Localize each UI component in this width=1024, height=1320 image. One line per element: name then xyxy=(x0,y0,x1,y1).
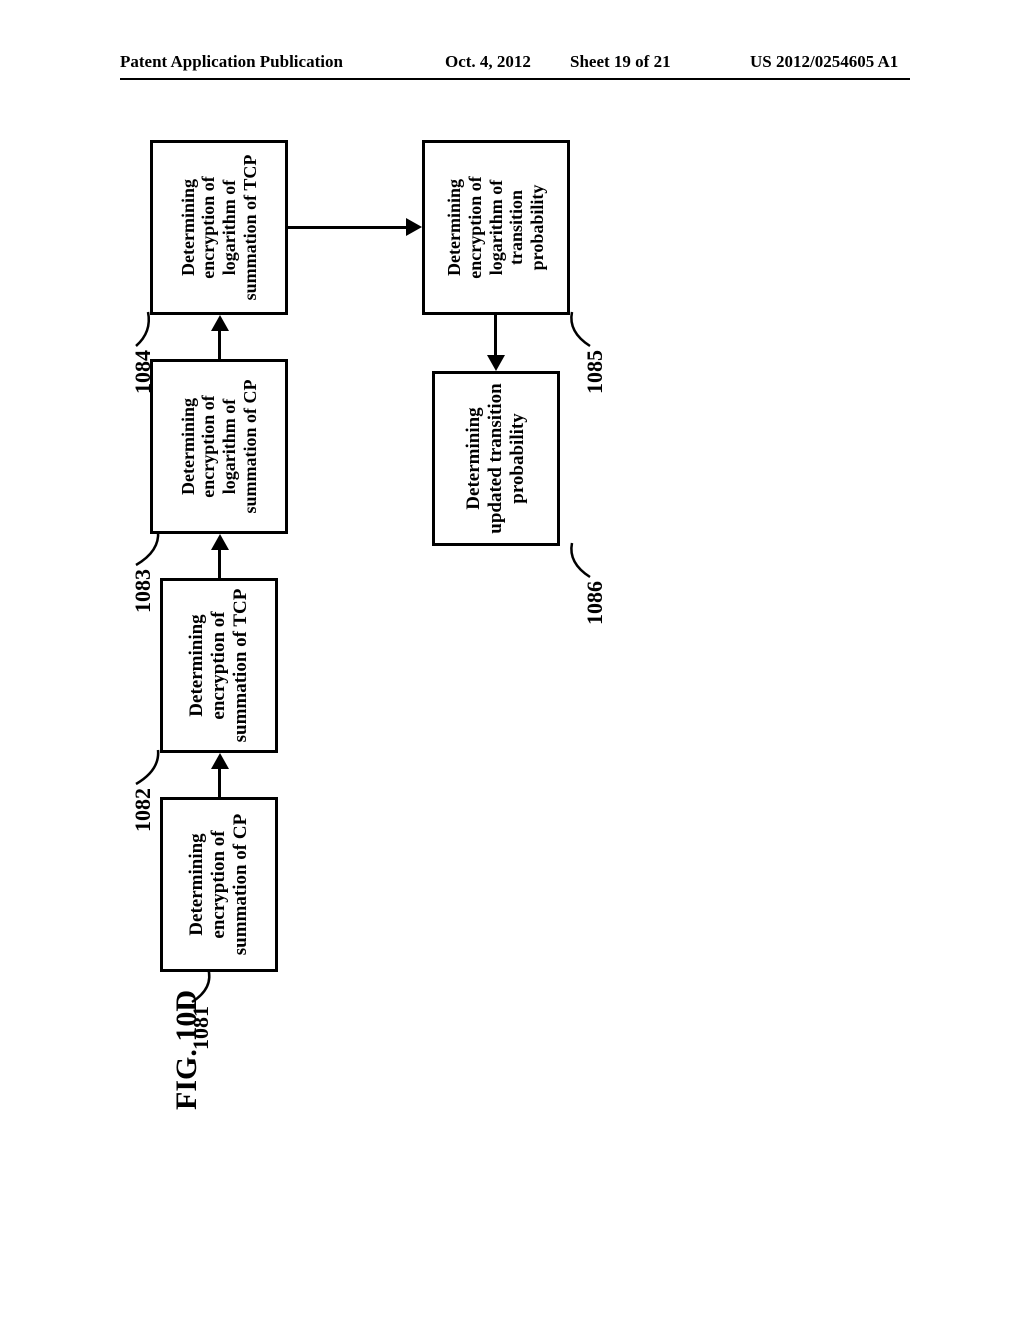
node-1082: Determining encryption of summation of T… xyxy=(160,578,278,753)
header-date: Oct. 4, 2012 xyxy=(445,52,531,72)
node-1081: Determining encryption of summation of C… xyxy=(160,797,278,972)
header-pubno: US 2012/0254605 A1 xyxy=(750,52,898,72)
node-1084: Determining encryption of logarithm of s… xyxy=(150,140,288,315)
header-sheet: Sheet 19 of 21 xyxy=(570,52,671,72)
num-1085: 1085 xyxy=(582,350,608,394)
header-left: Patent Application Publication xyxy=(120,52,343,72)
node-1086: Determining updated transition probabili… xyxy=(432,371,560,546)
lead-1085 xyxy=(568,306,598,346)
edge-1084-1085-head xyxy=(406,218,422,236)
edge-1085-1086-head xyxy=(487,355,505,371)
lead-1082 xyxy=(130,744,164,784)
edge-1085-1086 xyxy=(494,315,497,357)
edge-1082-1083-head xyxy=(211,534,229,550)
node-1084-text: Determining encryption of logarithm of s… xyxy=(178,149,261,306)
node-1083: Determining encryption of logarithm of s… xyxy=(150,359,288,534)
node-1082-text: Determining encryption of summation of T… xyxy=(186,587,252,744)
edge-1083-1084 xyxy=(218,329,221,359)
num-1083: 1083 xyxy=(130,569,156,613)
flowchart-rotated: 1081 Determining encryption of summation… xyxy=(130,180,900,1050)
edge-1081-1082 xyxy=(218,767,221,797)
node-1086-text: Determining updated transition probabili… xyxy=(463,380,529,537)
edge-1083-1084-head xyxy=(211,315,229,331)
header-rule xyxy=(120,78,910,80)
edge-1081-1082-head xyxy=(211,753,229,769)
figure-label: FIG. 10D xyxy=(170,990,204,1110)
num-1084: 1084 xyxy=(130,350,156,394)
num-1082: 1082 xyxy=(130,788,156,832)
node-1083-text: Determining encryption of logarithm of s… xyxy=(178,368,261,525)
edge-1082-1083 xyxy=(218,548,221,578)
page: Patent Application Publication Oct. 4, 2… xyxy=(0,0,1024,1320)
flowchart: 1081 Determining encryption of summation… xyxy=(130,180,900,1050)
edge-1084-1085 xyxy=(288,226,408,229)
node-1081-text: Determining encryption of summation of C… xyxy=(186,806,252,963)
node-1085-text: Determining encryption of logarithm of t… xyxy=(444,149,547,306)
lead-1086 xyxy=(568,537,598,577)
num-1086: 1086 xyxy=(582,581,608,625)
node-1085: Determining encryption of logarithm of t… xyxy=(422,140,570,315)
